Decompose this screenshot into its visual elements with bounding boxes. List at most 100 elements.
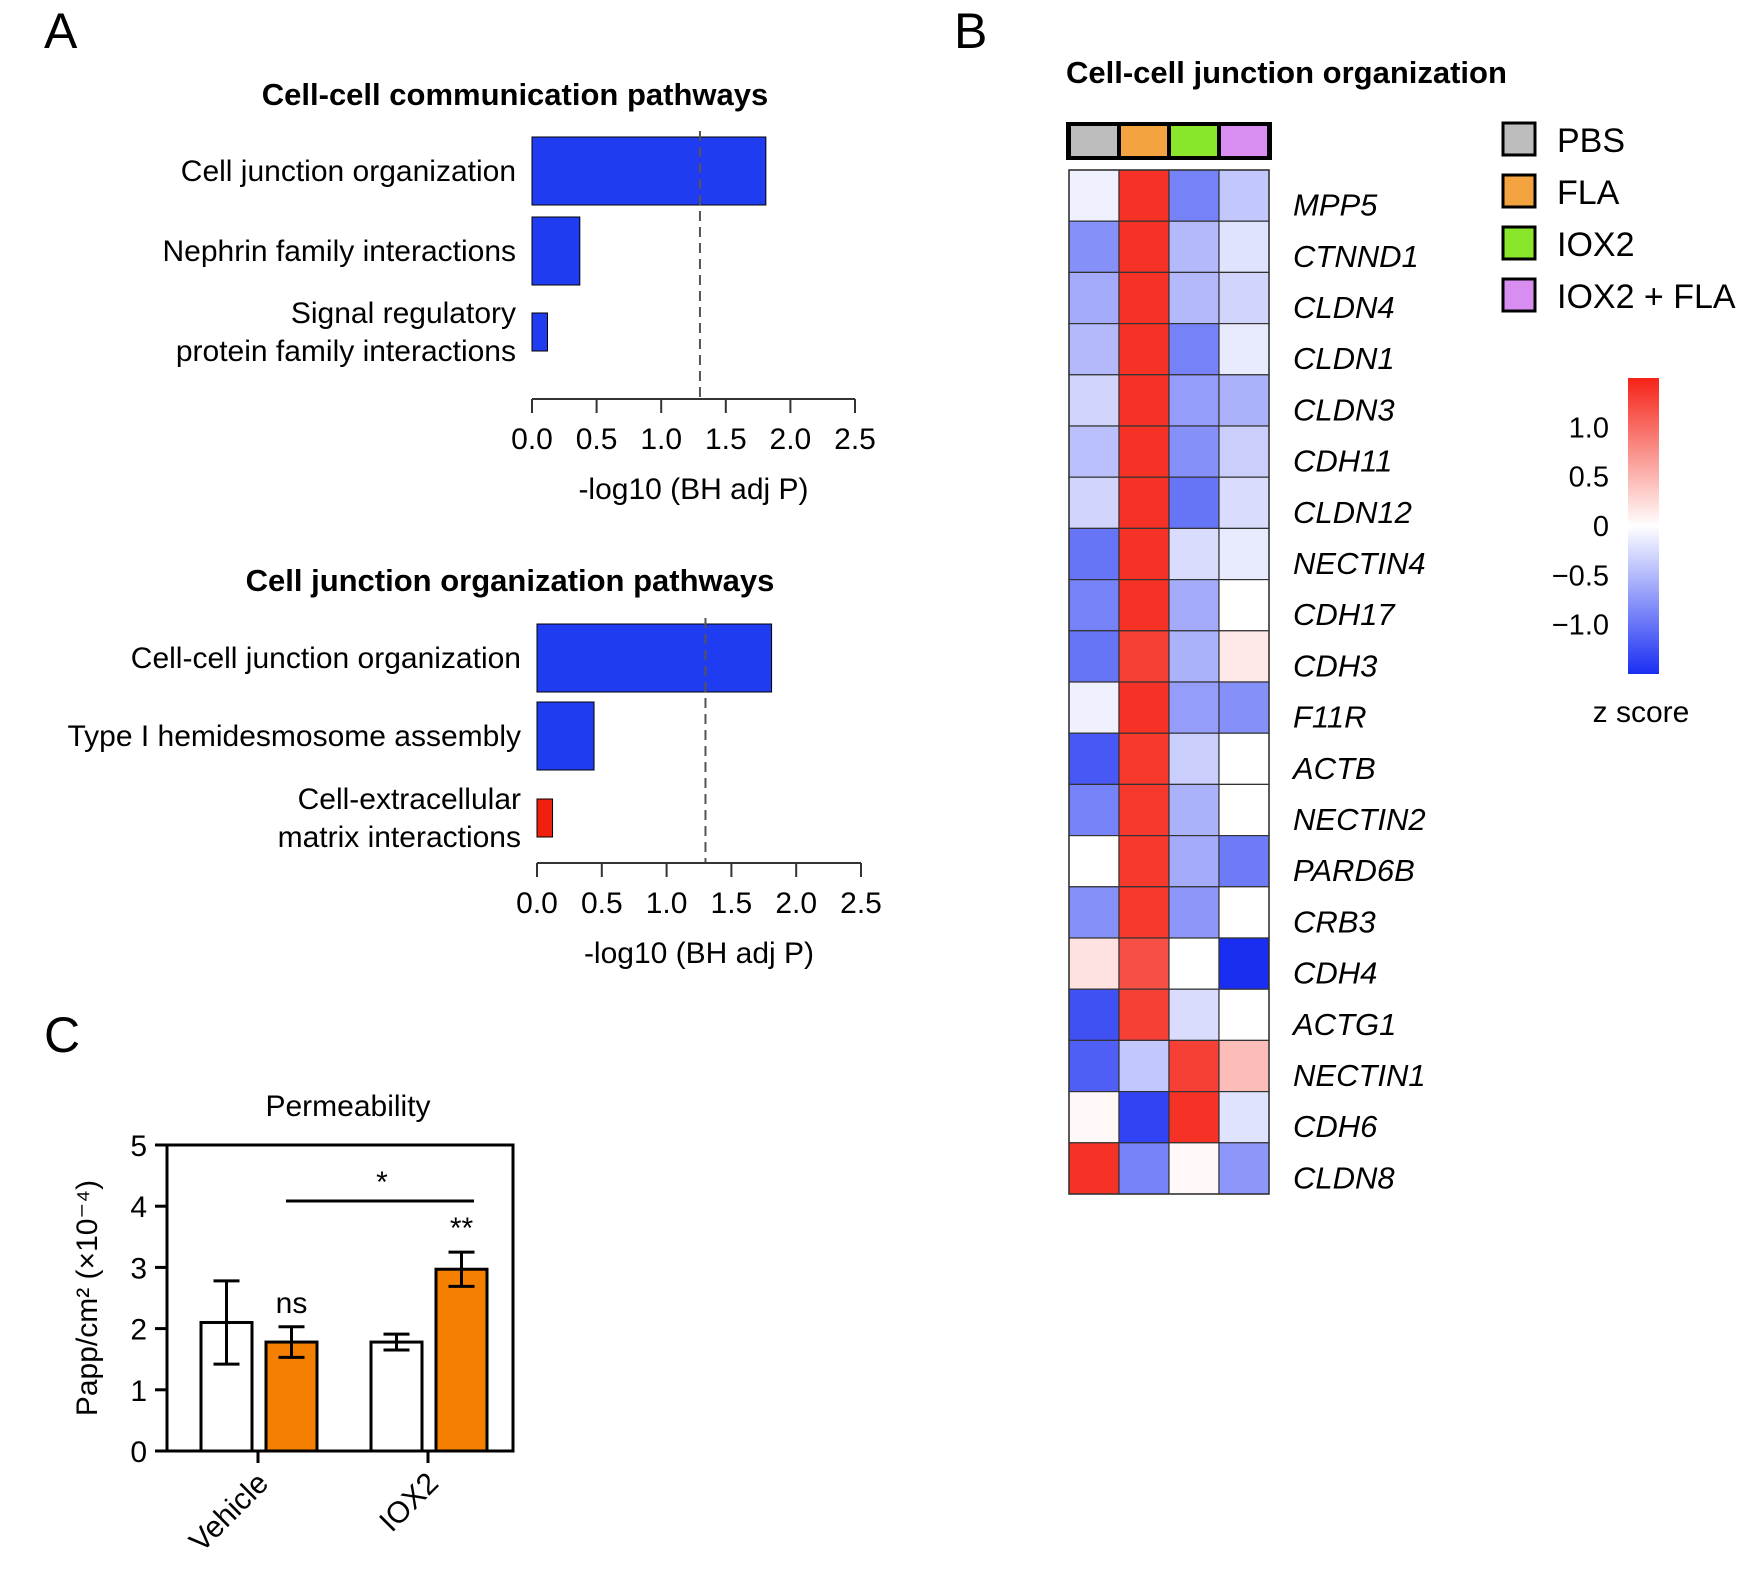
colorbar-tick-label: 1.0	[1569, 412, 1609, 444]
category-label: Nephrin family interactions	[163, 235, 516, 268]
heatmap-cell	[1068, 425, 1120, 478]
gene-label: CTNND1	[1293, 239, 1419, 274]
heatmap-cell	[1218, 988, 1270, 1042]
plot-frame	[165, 1143, 515, 1453]
gene-label: CDH17	[1293, 597, 1396, 632]
x-tick-label: 2.0	[775, 887, 817, 920]
x-tick-label: 1.5	[705, 423, 747, 456]
gene-label: CLDN4	[1293, 290, 1395, 325]
colorbar-tick-label: −1.0	[1552, 610, 1609, 642]
gene-label: CLDN1	[1293, 341, 1395, 376]
legend-label: FLA	[1557, 174, 1620, 212]
heatmap-cell	[1168, 271, 1220, 325]
heatmap-cell	[1068, 886, 1120, 939]
heatmap-cell	[1068, 220, 1120, 273]
category-label: Signal regulatory	[291, 297, 516, 330]
category-label: Cell-extracellular	[298, 783, 521, 816]
category-label: matrix interactions	[278, 821, 521, 854]
heatmap-cell	[1168, 220, 1220, 273]
category-label: Cell-cell junction organization	[131, 642, 521, 675]
gene-label: CDH11	[1293, 444, 1392, 479]
heatmap-cell	[1068, 732, 1120, 786]
legend-label: IOX2 + FLA	[1557, 278, 1736, 316]
x-tick-label: 0.0	[511, 423, 553, 456]
heatmap-cell	[1068, 783, 1120, 837]
heatmap-cell	[1118, 988, 1170, 1042]
panel-label-a: A	[44, 3, 78, 59]
y-tick-label: 0	[130, 1436, 147, 1469]
heatmap-cell	[1068, 527, 1120, 581]
heatmap-frame	[1068, 169, 1270, 1195]
heatmap-cell	[1218, 374, 1270, 427]
heatmap-cell	[1168, 1090, 1220, 1144]
heatmap-cell	[1118, 937, 1170, 990]
gene-label: PARD6B	[1293, 853, 1415, 888]
heatmap-cell	[1068, 476, 1120, 530]
legend-swatch	[1501, 277, 1537, 313]
significance-label: ns	[276, 1287, 308, 1320]
heatmap-cell	[1168, 169, 1220, 222]
heatmap-cell	[1168, 374, 1220, 427]
heatmap-cell	[1168, 476, 1220, 530]
heatmap-cell	[1218, 476, 1270, 530]
bar	[536, 701, 595, 771]
bracket-label: *	[376, 1166, 388, 1199]
heatmap-cell	[1218, 732, 1270, 786]
legend-swatch	[1501, 121, 1537, 157]
heatmap-title: Cell-cell junction organization	[1066, 55, 1507, 90]
category-label: Cell junction organization	[181, 155, 516, 188]
chart-communication-pathways: Cell-cell communication pathways Cell jun…	[163, 77, 876, 506]
heatmap-cell	[1168, 1142, 1220, 1195]
heatmap-cell	[1118, 630, 1170, 683]
x-tick-label: 0.5	[581, 887, 623, 920]
gene-label: CLDN12	[1293, 495, 1412, 530]
heatmap-cell	[1068, 630, 1120, 683]
bar	[369, 1340, 424, 1453]
x-tick-label: 1.0	[640, 423, 682, 456]
heatmap-cell	[1218, 834, 1270, 888]
heatmap-cell	[1168, 323, 1220, 376]
x-tick-label: 2.0	[770, 423, 812, 456]
x-tick-label: IOX2	[373, 1467, 445, 1539]
heatmap-cell	[1118, 323, 1170, 376]
bar	[536, 623, 773, 693]
heatmap-cell	[1218, 220, 1270, 273]
heatmap-cell	[1168, 783, 1220, 837]
heatmap-cell	[1068, 374, 1120, 427]
legend-label: PBS	[1557, 122, 1625, 160]
heatmap-junction-organization: Cell-cell junction organization MPP5 CTNND…	[1066, 55, 1736, 1195]
significance-label: **	[450, 1212, 474, 1245]
colorbar-tick-label: 0	[1593, 511, 1609, 543]
group-bar-cell	[1121, 126, 1167, 156]
heatmap-cell	[1118, 169, 1170, 222]
gene-label: NECTIN1	[1293, 1058, 1426, 1093]
colorbar-tick-label: 0.5	[1569, 462, 1609, 494]
heatmap-cell	[1118, 681, 1170, 734]
gene-label: CRB3	[1293, 904, 1376, 939]
gene-label: NECTIN4	[1293, 546, 1426, 581]
heatmap-cell	[1068, 1039, 1120, 1093]
bar	[434, 1267, 489, 1453]
heatmap-cell	[1168, 886, 1220, 939]
x-tick-label: 2.5	[834, 423, 876, 456]
heatmap-cell	[1118, 886, 1170, 939]
colorbar-label: z score	[1593, 696, 1690, 729]
gene-label: CDH3	[1293, 648, 1377, 683]
heatmap-cell	[1218, 425, 1270, 478]
y-tick-label: 2	[130, 1314, 147, 1347]
heatmap-cell	[1168, 732, 1220, 786]
heatmap-cell	[1218, 169, 1270, 222]
gene-label: ACTG1	[1291, 1007, 1396, 1042]
heatmap-cell	[1218, 937, 1270, 990]
x-tick-label: 0.0	[516, 887, 558, 920]
x-tick-label: 0.5	[576, 423, 618, 456]
heatmap-cell	[1218, 886, 1270, 939]
heatmap-cell	[1118, 834, 1170, 888]
heatmap-cell	[1218, 271, 1270, 325]
heatmap-cell	[1068, 323, 1120, 376]
heatmap-cell	[1218, 527, 1270, 581]
gene-label: CLDN3	[1293, 392, 1395, 427]
heatmap-cell	[1218, 1039, 1270, 1093]
